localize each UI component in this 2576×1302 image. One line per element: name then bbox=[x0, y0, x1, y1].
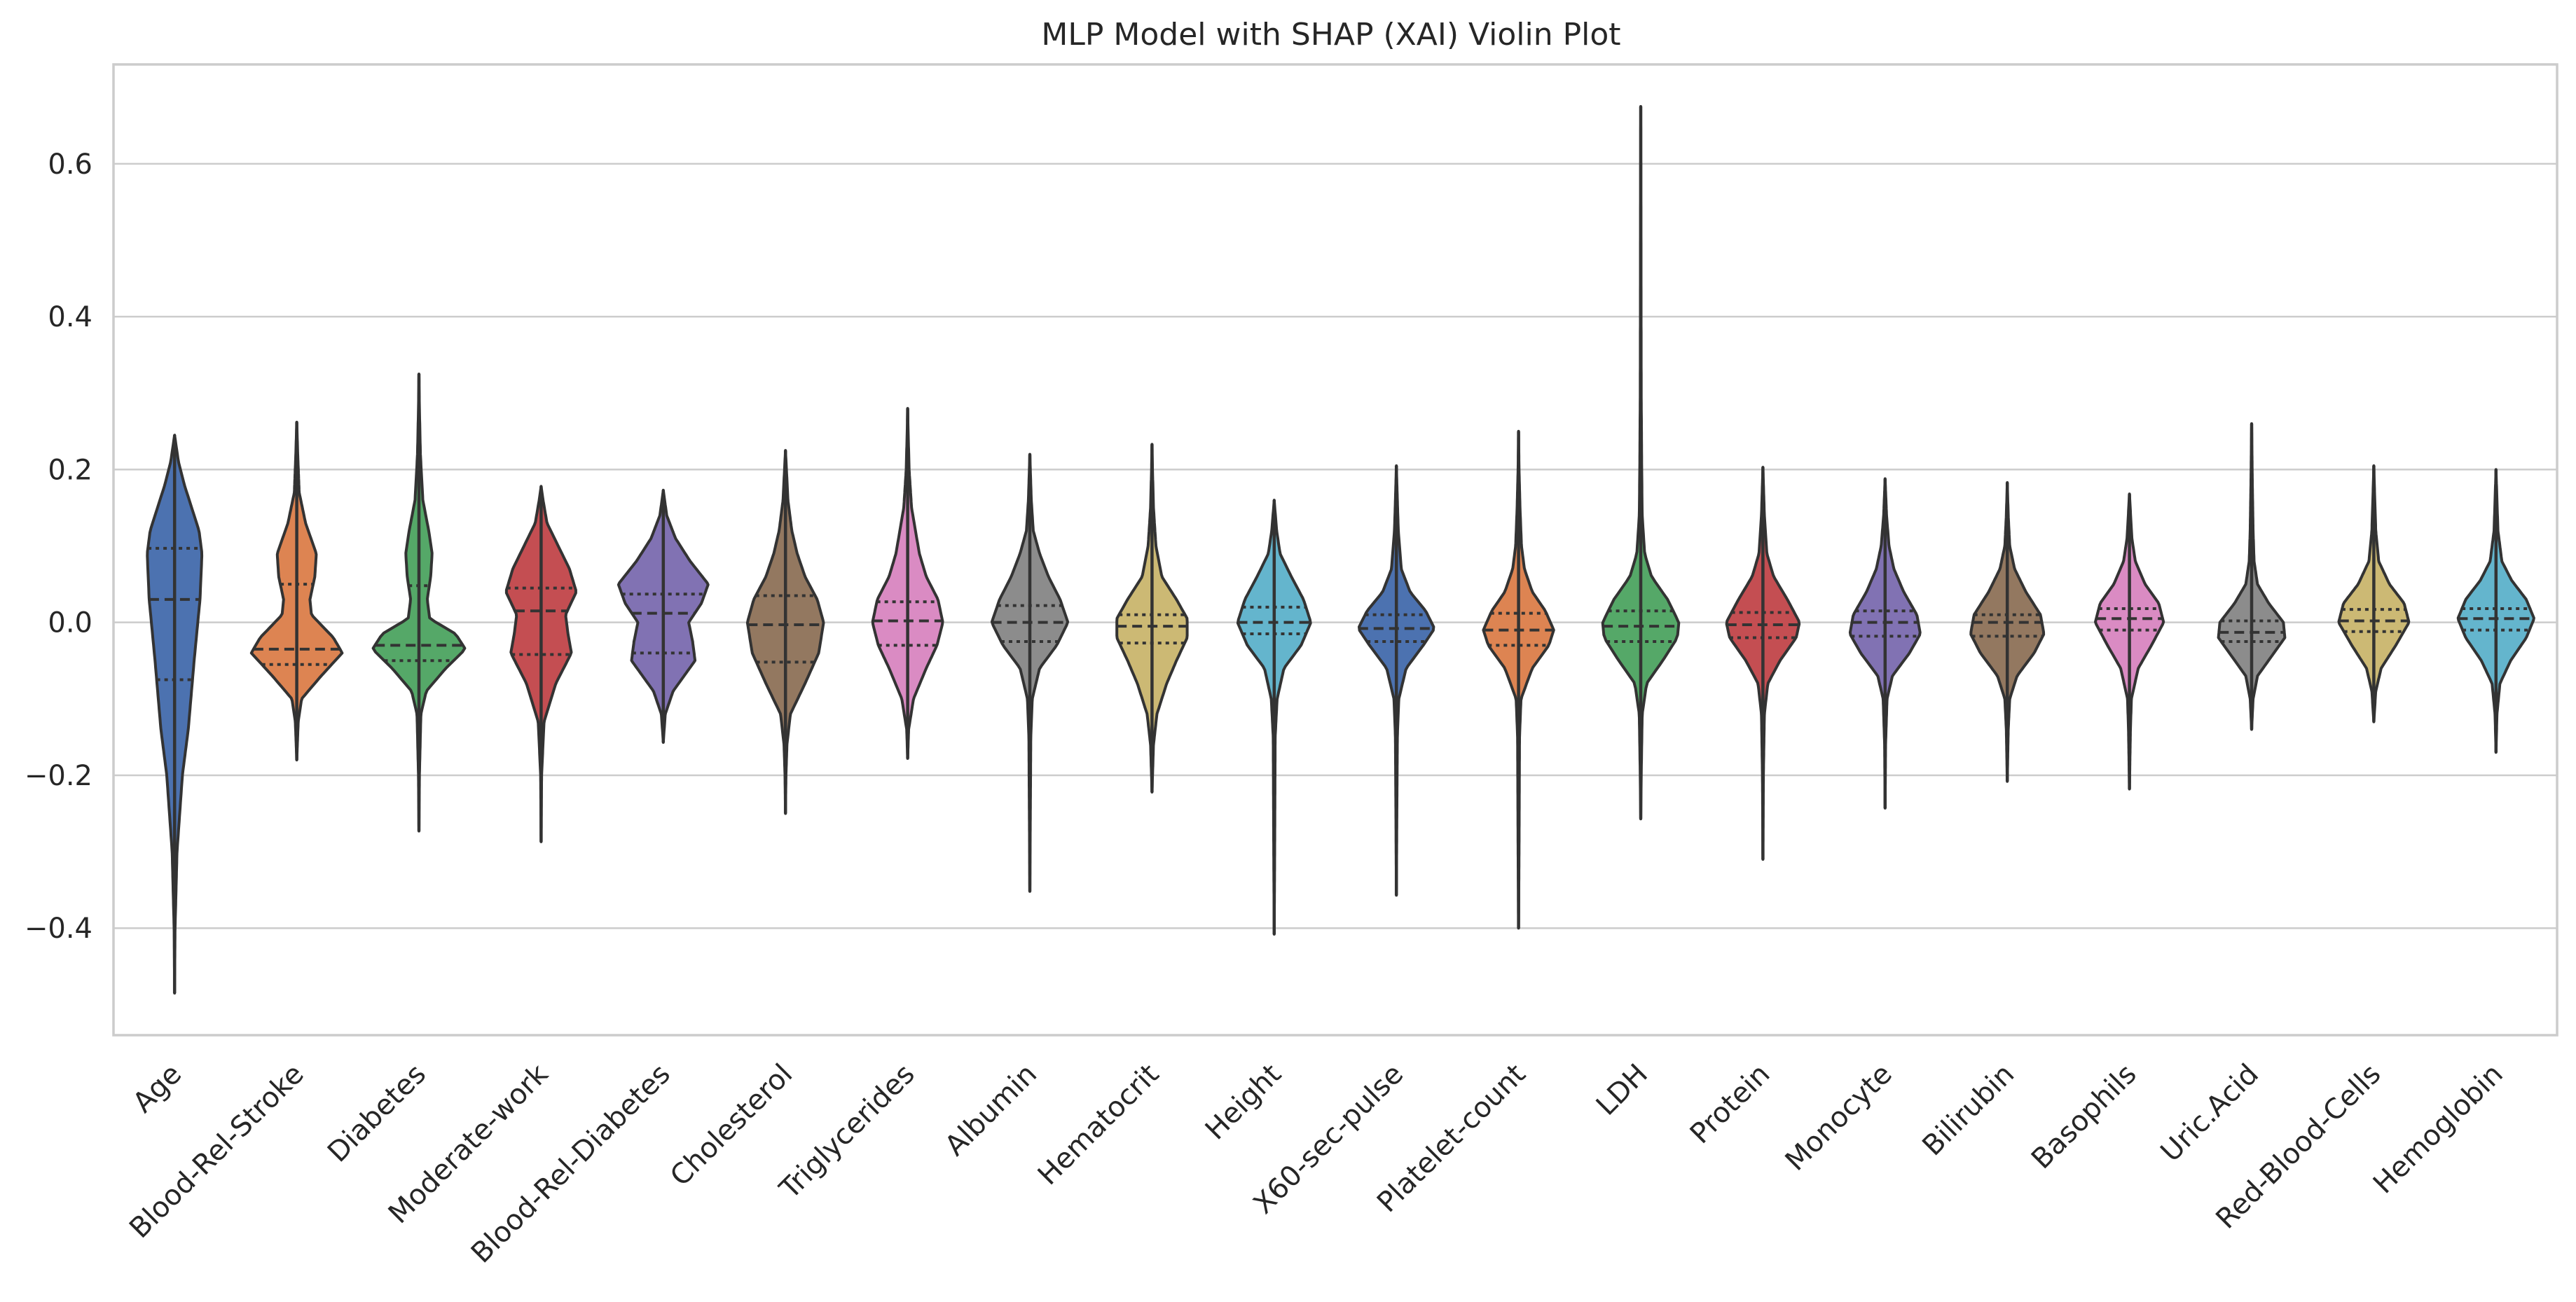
violin-ldh bbox=[1601, 105, 1681, 821]
x-tick-label: Hematocrit bbox=[1032, 1058, 1166, 1192]
violin-height bbox=[1236, 499, 1312, 936]
x-tick-label: Hemoglobin bbox=[2367, 1058, 2509, 1200]
violin-moderate-work bbox=[504, 485, 577, 843]
x-tick-label: Albumin bbox=[939, 1058, 1043, 1163]
plot-frame bbox=[112, 63, 2558, 1037]
x-tick-label: Blood-Rel-Diabetes bbox=[465, 1058, 677, 1270]
x-tick-label: Age bbox=[127, 1058, 188, 1119]
x-tick-label: LDH bbox=[1590, 1058, 1654, 1122]
y-tick-label: 0.4 bbox=[48, 301, 92, 333]
y-tick-label: 0.6 bbox=[48, 148, 92, 181]
violin-hemoglobin bbox=[2456, 468, 2535, 754]
chart-title: MLP Model with SHAP (XAI) Violin Plot bbox=[1041, 17, 1620, 53]
y-tick-label: −0.4 bbox=[25, 913, 92, 945]
violin-diabetes bbox=[371, 373, 467, 833]
violin-age bbox=[146, 434, 204, 995]
violin-blood-rel-stroke bbox=[249, 420, 344, 762]
y-tick-label: 0.0 bbox=[48, 607, 92, 639]
x-tick-label: Uric.Acid bbox=[2155, 1058, 2265, 1168]
violins bbox=[146, 105, 2535, 995]
x-tick-label: Protein bbox=[1684, 1058, 1777, 1151]
x-tick-label: Diabetes bbox=[322, 1058, 432, 1169]
y-axis-ticks: −0.4 −0.2 0.0 0.2 0.4 0.6 bbox=[25, 148, 92, 945]
x-tick-label: Basophils bbox=[2025, 1058, 2143, 1176]
x-tick-label: Cholesterol bbox=[664, 1058, 799, 1193]
violin-bilirubin bbox=[1969, 481, 2046, 783]
x-tick-label: Bilirubin bbox=[1916, 1058, 2020, 1163]
violin-basophils bbox=[2094, 492, 2165, 791]
violin-albumin bbox=[990, 452, 1070, 893]
x-tick-label: Monocyte bbox=[1779, 1058, 1899, 1177]
violin-triglycerides bbox=[871, 407, 944, 760]
violin-cholesterol bbox=[745, 449, 825, 815]
y-tick-label: 0.2 bbox=[48, 454, 92, 486]
violin-x60-sec-pulse bbox=[1358, 464, 1435, 897]
violin-uric-acid bbox=[2217, 422, 2287, 731]
violin-blood-rel-diabetes bbox=[617, 488, 710, 744]
x-tick-label: Height bbox=[1199, 1058, 1288, 1147]
violin-hematocrit bbox=[1115, 443, 1189, 794]
violin-protein bbox=[1725, 466, 1801, 861]
violin-monocyte bbox=[1848, 477, 1922, 810]
violin-red-blood-cells bbox=[2337, 464, 2411, 723]
y-tick-label: −0.2 bbox=[25, 760, 92, 792]
gridlines bbox=[113, 162, 2557, 929]
violin-platelet-count bbox=[1482, 429, 1555, 930]
